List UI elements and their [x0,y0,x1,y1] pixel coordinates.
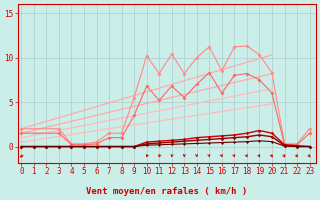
X-axis label: Vent moyen/en rafales ( km/h ): Vent moyen/en rafales ( km/h ) [86,187,247,196]
